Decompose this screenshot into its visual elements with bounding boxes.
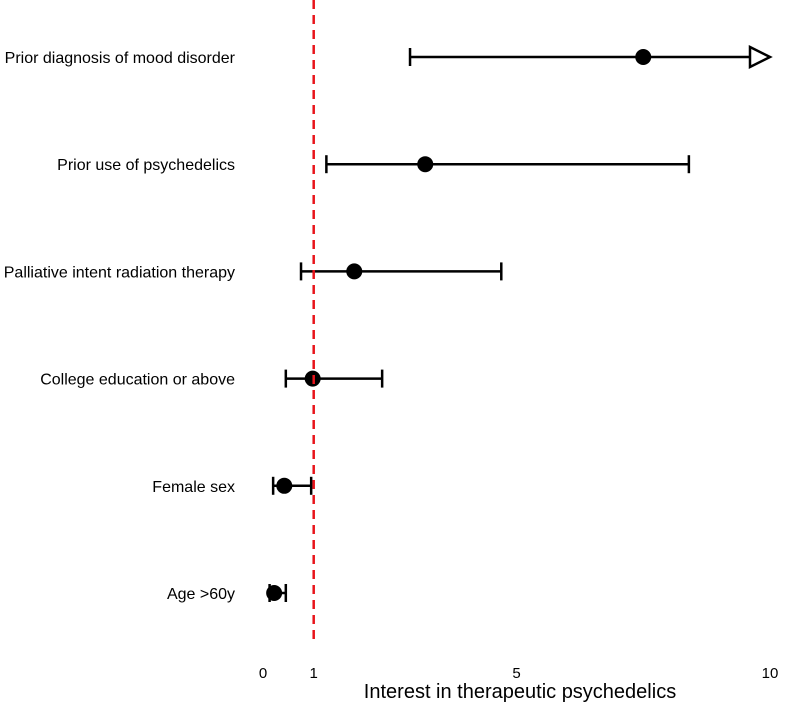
point-estimate: [635, 49, 652, 65]
x-tick-label: 5: [512, 665, 520, 682]
forest-row: Prior diagnosis of mood disorder: [5, 44, 773, 70]
row-label: Palliative intent radiation therapy: [4, 264, 235, 281]
row-label: Age >60y: [167, 586, 235, 603]
forest-row: Prior use of psychedelics: [57, 155, 691, 174]
point-estimate: [417, 156, 434, 173]
forest-row: Female sex: [152, 476, 313, 496]
point-estimate: [276, 477, 293, 494]
forest-row: Palliative intent radiation therapy: [4, 262, 503, 281]
forest-row: Age >60y: [167, 584, 288, 603]
row-label: Female sex: [152, 479, 235, 496]
x-axis-ticks: 0 1 5 10: [259, 665, 779, 682]
row-label: College education or above: [40, 372, 235, 389]
x-tick-label: 0: [259, 665, 267, 682]
x-tick-label: 1: [310, 665, 318, 682]
row-label: Prior use of psychedelics: [57, 157, 235, 174]
x-axis-label: Interest in therapeutic psychedelics: [364, 681, 676, 703]
point-estimate: [266, 585, 283, 601]
rows-layer: Prior diagnosis of mood disorder Prior us…: [4, 44, 773, 603]
point-estimate: [346, 263, 363, 280]
row-label: Prior diagnosis of mood disorder: [5, 50, 236, 67]
ci-truncation-arrow: [748, 44, 773, 70]
x-tick-label: 10: [762, 665, 779, 682]
forest-row: College education or above: [40, 369, 384, 389]
